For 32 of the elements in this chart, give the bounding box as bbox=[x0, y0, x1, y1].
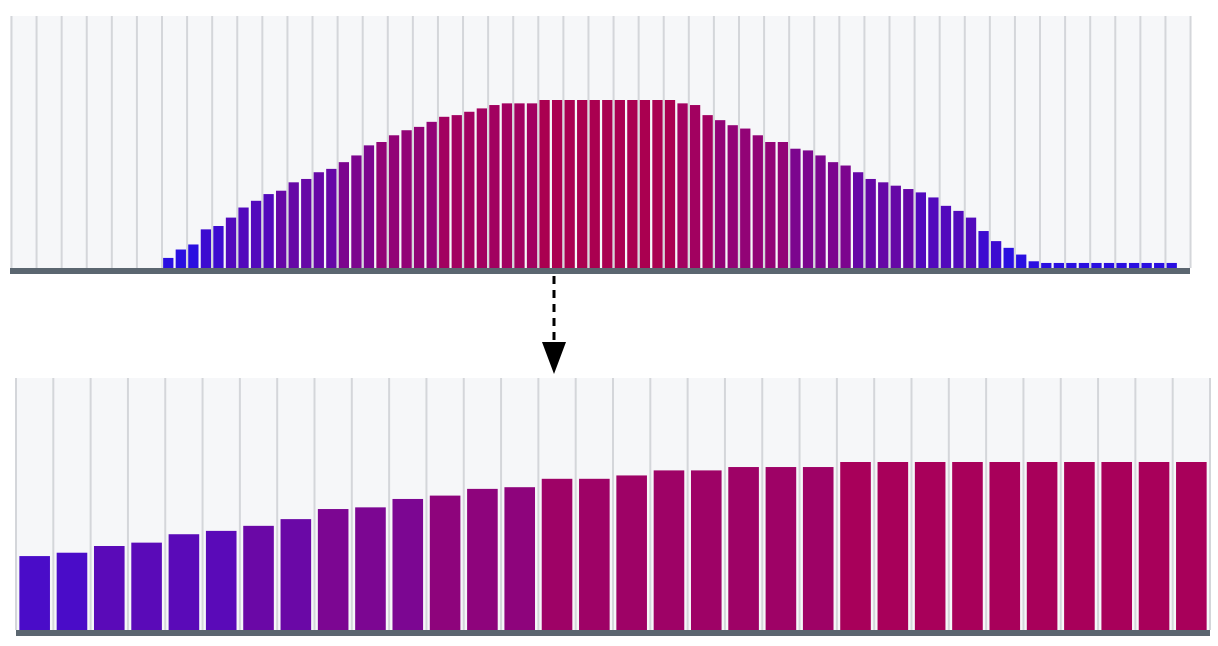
bar bbox=[504, 487, 536, 630]
bar bbox=[1176, 462, 1207, 630]
bar bbox=[840, 462, 871, 630]
bar bbox=[429, 495, 461, 630]
bar bbox=[877, 462, 909, 630]
bar bbox=[243, 525, 274, 630]
bar bbox=[989, 462, 1021, 630]
bar bbox=[541, 478, 573, 630]
bar bbox=[355, 507, 386, 630]
bar bbox=[579, 478, 610, 630]
bar bbox=[1026, 462, 1058, 630]
bar bbox=[205, 530, 237, 630]
bar bbox=[392, 498, 424, 630]
bar bbox=[653, 470, 685, 630]
bar bbox=[616, 475, 647, 630]
bar bbox=[168, 534, 200, 630]
bar bbox=[952, 462, 983, 630]
bar bbox=[914, 462, 946, 630]
bar bbox=[467, 488, 498, 630]
bar bbox=[1101, 462, 1133, 630]
bar bbox=[728, 467, 759, 630]
bar bbox=[93, 546, 125, 630]
bar bbox=[802, 467, 834, 630]
bar bbox=[1138, 462, 1170, 630]
bar bbox=[690, 470, 722, 630]
bar bbox=[1064, 462, 1095, 630]
bar bbox=[765, 467, 797, 630]
bar bbox=[280, 519, 312, 630]
bar bbox=[56, 552, 88, 630]
bar bbox=[131, 542, 162, 630]
bar bbox=[317, 509, 349, 630]
bar bbox=[19, 556, 50, 630]
